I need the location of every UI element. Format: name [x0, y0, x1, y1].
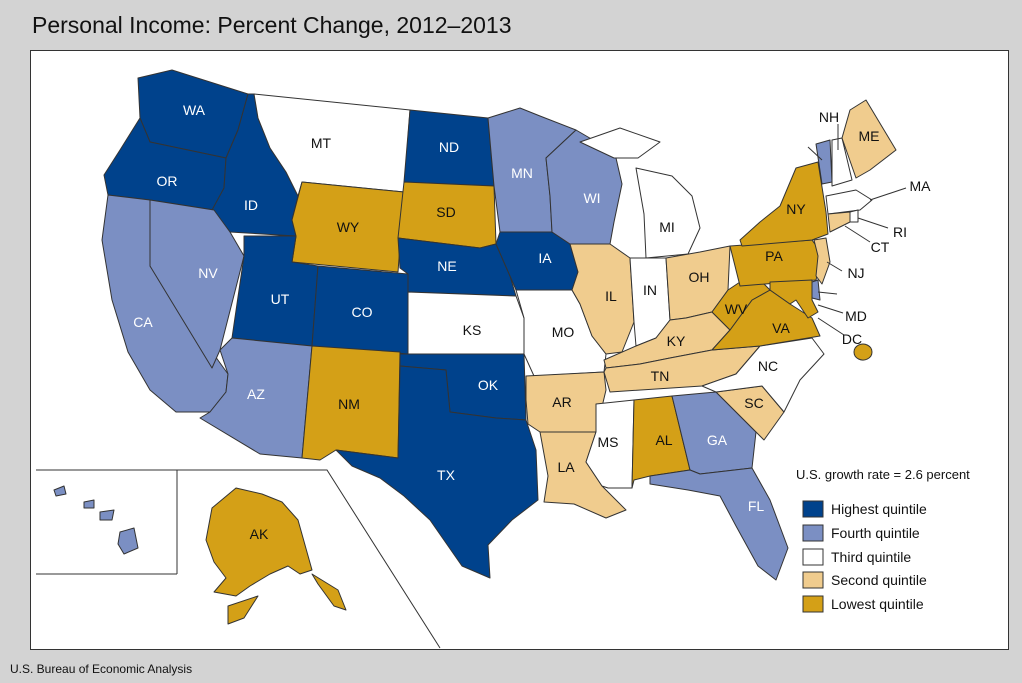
state-label-mi: MI	[659, 219, 675, 235]
state-label-nv: NV	[198, 265, 218, 281]
state-label-la: LA	[557, 459, 575, 475]
state-label-tn: TN	[651, 368, 670, 384]
state-label-wv: WV	[725, 301, 748, 317]
state-label-dc: DC	[842, 331, 862, 347]
state-label-hi: HI	[63, 522, 77, 538]
legend-swatch-third	[802, 548, 824, 566]
state-label-co: CO	[352, 304, 373, 320]
leader-line	[817, 304, 844, 314]
state-label-ut: UT	[271, 291, 290, 307]
state-label-me: ME	[859, 128, 880, 144]
state-label-wa: WA	[183, 102, 206, 118]
leader-line	[857, 217, 889, 229]
state-label-ri: RI	[893, 224, 907, 240]
state-label-ms: MS	[598, 434, 619, 450]
leader-line	[807, 146, 823, 161]
legend-swatch-fourth	[802, 524, 824, 542]
state-label-or: OR	[157, 173, 178, 189]
leader-line	[817, 317, 845, 336]
state-label-nd: ND	[439, 139, 459, 155]
state-de	[811, 279, 821, 301]
state-label-ak: AK	[250, 526, 269, 542]
legend-swatch-second	[802, 571, 824, 589]
state-nv	[149, 199, 245, 369]
inset-frame	[36, 469, 441, 649]
state-nh	[831, 137, 853, 187]
state-mi	[579, 127, 701, 259]
leader-line	[826, 261, 843, 272]
legend-label-highest: Highest quintile	[831, 501, 927, 517]
state-label-nh: NH	[819, 109, 839, 125]
state-label-wi: WI	[583, 190, 600, 206]
state-label-vt: VT	[791, 138, 809, 154]
leader-line	[869, 187, 907, 201]
states-layer	[53, 69, 897, 625]
state-label-oh: OH	[689, 269, 710, 285]
state-label-nc: NC	[758, 358, 778, 374]
state-label-id: ID	[244, 197, 258, 213]
state-label-mt: MT	[311, 135, 332, 151]
state-label-az: AZ	[247, 386, 265, 402]
state-il	[569, 243, 635, 355]
state-label-ma: MA	[910, 178, 932, 194]
state-label-in: IN	[643, 282, 657, 298]
state-ct	[827, 211, 851, 233]
leader-line	[844, 225, 871, 243]
legend-swatch-lowest	[802, 595, 824, 613]
state-label-ar: AR	[552, 394, 571, 410]
legend-swatch-highest	[802, 500, 824, 518]
legend-label-second: Second quintile	[831, 572, 927, 588]
state-nj	[813, 237, 831, 285]
state-md	[769, 279, 819, 319]
state-label-ca: CA	[133, 314, 153, 330]
state-label-ne: NE	[437, 258, 456, 274]
leader-lines	[807, 124, 907, 336]
state-me	[841, 99, 897, 179]
source-note: U.S. Bureau of Economic Analysis	[10, 662, 193, 676]
state-fl	[649, 467, 789, 581]
state-label-de: DE	[841, 289, 860, 305]
state-label-va: VA	[772, 320, 790, 336]
state-label-mo: MO	[552, 324, 575, 340]
state-nc	[701, 337, 825, 413]
labels-layer: WA OR ID MT WY CA NV UT CO AZ NM ND SD NE KS OK TX MN IA MO…	[63, 102, 931, 542]
state-ma	[825, 189, 873, 215]
state-label-nm: NM	[338, 396, 360, 412]
state-ny	[739, 161, 829, 247]
legend-label-third: Third quintile	[831, 549, 911, 565]
state-label-wy: WY	[337, 219, 360, 235]
legend-label-lowest: Lowest quintile	[831, 596, 924, 612]
state-label-tx: TX	[437, 467, 456, 483]
state-label-nj: NJ	[847, 265, 864, 281]
state-label-il: IL	[605, 288, 617, 304]
state-label-sd: SD	[436, 204, 455, 220]
state-ri	[849, 209, 859, 223]
state-tx	[335, 365, 539, 579]
legend-note: U.S. growth rate = 2.6 percent	[796, 467, 970, 482]
state-dc	[853, 343, 873, 361]
state-label-ga: GA	[707, 432, 728, 448]
state-label-ct: CT	[871, 239, 890, 255]
page-title: Personal Income: Percent Change, 2012–20…	[32, 12, 512, 38]
state-label-fl: FL	[748, 498, 765, 514]
state-label-ia: IA	[538, 250, 552, 266]
state-label-pa: PA	[765, 248, 783, 264]
state-label-sc: SC	[744, 395, 763, 411]
state-label-ks: KS	[463, 322, 482, 338]
legend-label-fourth: Fourth quintile	[831, 525, 920, 541]
state-label-ky: KY	[667, 333, 686, 349]
legend: U.S. growth rate = 2.6 percent Highest q…	[796, 467, 970, 613]
state-label-al: AL	[655, 432, 672, 448]
leader-line	[817, 291, 838, 295]
state-ak	[205, 487, 347, 625]
state-label-md: MD	[845, 308, 867, 324]
state-label-mn: MN	[511, 165, 533, 181]
state-label-ny: NY	[786, 201, 806, 217]
state-label-ok: OK	[478, 377, 499, 393]
state-hi	[53, 485, 139, 555]
